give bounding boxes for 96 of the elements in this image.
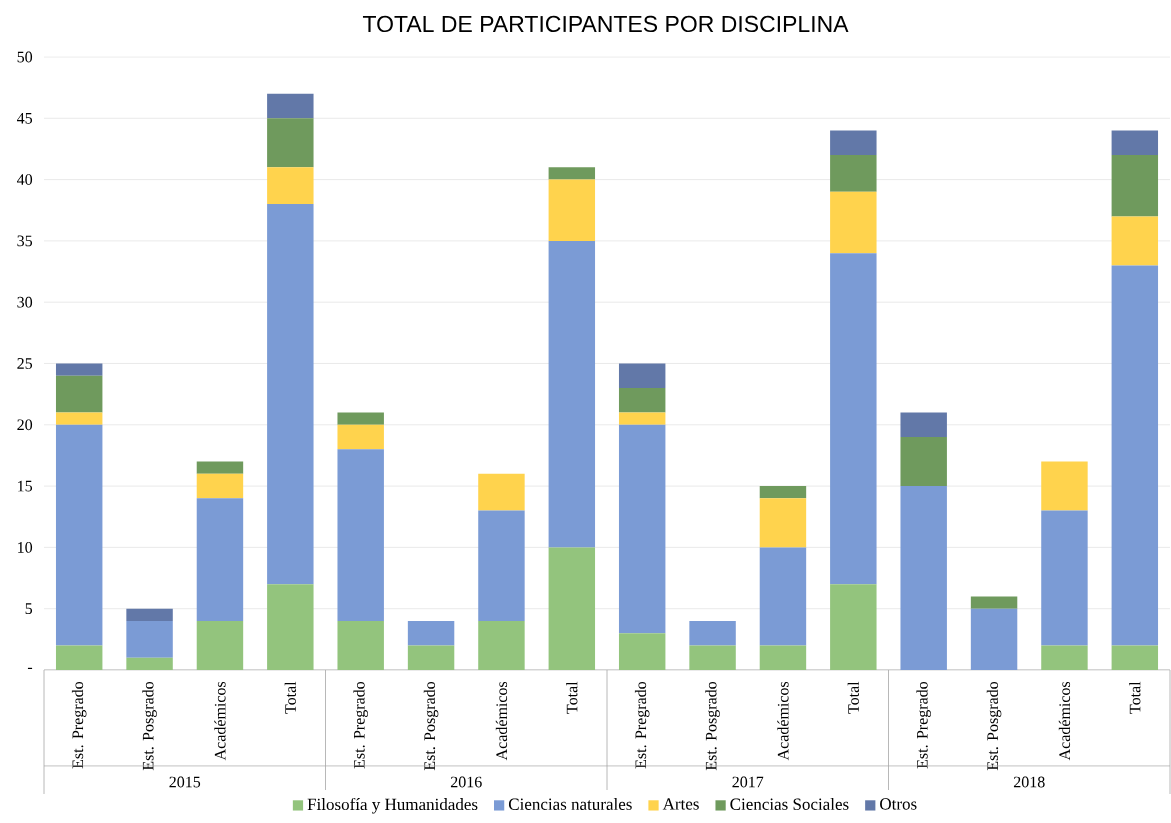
bar	[337, 449, 384, 621]
y-tick-label: -	[27, 667, 33, 669]
legend-label: Ciencias Sociales	[730, 798, 849, 810]
bar	[1111, 265, 1159, 646]
bar	[759, 498, 807, 548]
y-tick-label: 20	[17, 419, 33, 431]
bar	[759, 645, 807, 670]
x-tick-label: Est. Posgrado	[705, 681, 720, 771]
bar	[618, 424, 666, 634]
bar	[548, 179, 596, 241]
bar	[267, 584, 314, 670]
bar	[337, 424, 384, 450]
bar	[55, 424, 103, 646]
text: 2015	[169, 776, 201, 788]
bar	[1041, 645, 1088, 670]
bar	[267, 167, 314, 205]
x-tick-label: Est. Pregrado	[71, 681, 87, 769]
x-tick-label: Académicos	[214, 681, 226, 761]
bar	[126, 620, 173, 658]
y-tick-label: 10	[18, 542, 33, 553]
bar	[900, 486, 947, 670]
legend-label: Artes	[662, 798, 699, 810]
y-tick-label: 30	[17, 296, 33, 308]
y-tick-label: 50	[17, 51, 33, 63]
bar	[618, 388, 666, 413]
bar	[55, 412, 103, 425]
x-tick-label: Est. Pregrado	[634, 681, 650, 769]
x-tick-label: Total	[847, 681, 859, 714]
bar	[478, 620, 525, 670]
bar	[548, 167, 596, 180]
bar	[830, 584, 877, 670]
bar	[55, 363, 103, 376]
bar	[618, 412, 666, 425]
text: 2016	[450, 776, 482, 788]
chart-title: TOTAL DE PARTICIPANTES POR DISCIPLINA	[362, 15, 849, 33]
bar	[830, 191, 877, 254]
x-tick-label: Total	[566, 681, 578, 714]
x-tick-label: Académicos	[777, 681, 789, 761]
bar	[759, 547, 807, 646]
y-tick-label: 45	[16, 112, 33, 124]
bar	[618, 633, 666, 670]
bar	[970, 608, 1018, 670]
legend-label: Otros	[880, 798, 917, 810]
bar	[1111, 645, 1159, 670]
y-tick-label: 15	[18, 480, 33, 492]
bar	[1111, 155, 1159, 217]
legend-label: Filosofía y Humanidades	[307, 797, 478, 814]
bar	[618, 363, 666, 389]
bar	[407, 645, 455, 670]
bar	[759, 486, 807, 499]
x-tick-label: Académicos	[1058, 681, 1071, 761]
bar	[1041, 510, 1088, 646]
bar	[478, 473, 525, 511]
bar	[407, 620, 455, 646]
text: 2018	[1013, 776, 1045, 788]
x-tick-label: Académicos	[495, 681, 508, 761]
bar	[689, 645, 736, 670]
bar	[1111, 130, 1159, 156]
y-tick-label: 40	[16, 174, 33, 185]
legend-label: Ciencias naturales	[508, 798, 632, 810]
bar	[970, 596, 1018, 609]
bar	[337, 620, 384, 670]
x-tick-label: Total	[1129, 681, 1141, 714]
bar	[55, 645, 103, 670]
bar	[267, 118, 314, 168]
x-tick-label: Est. Posgrado	[142, 681, 157, 771]
y-tick-label: 5	[25, 603, 33, 614]
bar	[478, 510, 525, 621]
y-tick-label: 35	[17, 235, 33, 247]
bar	[548, 547, 596, 670]
bar	[55, 375, 103, 413]
bar	[548, 240, 596, 548]
bar	[1041, 461, 1088, 511]
x-tick-label: Est. Posgrado	[423, 681, 439, 771]
y-tick-label: 25	[17, 358, 33, 369]
bar	[196, 498, 244, 621]
bar	[689, 620, 736, 646]
x-tick-label: Est. Posgrado	[986, 681, 1002, 771]
bar	[126, 608, 173, 621]
bar	[267, 93, 314, 119]
bar	[196, 461, 244, 474]
bar	[267, 204, 314, 585]
x-tick-label: Est. Pregrado	[916, 681, 931, 769]
x-tick-label: Total	[284, 681, 296, 714]
bar	[196, 620, 244, 670]
x-tick-label: Est. Pregrado	[353, 681, 368, 769]
bar	[900, 437, 947, 487]
bar	[126, 657, 173, 670]
text: 2017	[732, 776, 764, 788]
bar	[1111, 216, 1159, 266]
bar	[830, 253, 877, 585]
bar	[337, 412, 384, 425]
bar	[196, 473, 244, 499]
bar	[900, 412, 947, 438]
bar	[830, 130, 877, 156]
bar	[830, 155, 877, 192]
